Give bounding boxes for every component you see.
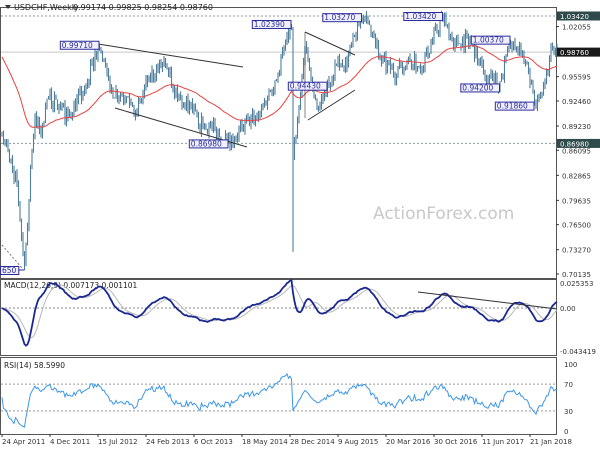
macd-line (1, 279, 558, 347)
macd-tick-label: 0.025353 (560, 280, 593, 288)
ohlc-values: 0.99174 0.99825 0.98254 0.98760 (73, 3, 213, 12)
annotation-box (470, 35, 511, 45)
time-tick-label: 15 Jul 2012 (98, 438, 138, 446)
annotation-box (460, 83, 500, 93)
level-price-label: 0.86980 (560, 140, 589, 148)
annotation-box (322, 13, 362, 23)
annotation-box (287, 81, 328, 91)
trendline (304, 31, 356, 56)
annotation-box (251, 19, 292, 29)
price-tick-label: 0.70135 (562, 271, 591, 279)
macd-tick-label: -0.043419 (560, 348, 596, 356)
trendline (97, 43, 244, 68)
time-tick-label: 9 Aug 2015 (338, 438, 378, 446)
current-price-label: 0.98760 (560, 49, 589, 57)
panel-border (0, 357, 557, 435)
annotation-label: 0.86980 (191, 139, 222, 148)
level-price-tag (557, 138, 600, 148)
level-price-label: 1.03420 (560, 13, 589, 21)
panel-border (0, 279, 557, 356)
price-tick-label: 0.76500 (562, 222, 591, 230)
rsi-tick-label: 70 (564, 381, 573, 389)
triangle-down-icon[interactable] (5, 5, 11, 9)
annotation-label: 0.94200 (462, 83, 493, 92)
rsi-line (1, 372, 558, 428)
price-tick-label: 0.89230 (562, 123, 591, 131)
price-tick-label: 0.79635 (562, 197, 591, 205)
macd-title: MACD(12,26,9) 0.007173 0.001101 (4, 281, 138, 290)
trendline (307, 89, 356, 121)
price-tick-label: 1.02055 (562, 24, 591, 32)
time-tick-label: 24 Apr 2011 (2, 438, 45, 446)
macd-trendline (417, 291, 558, 310)
price-tick-label: 0.95595 (562, 74, 591, 82)
price-tick-label: 0.82865 (562, 172, 591, 180)
price-tick-label: 0.73270 (562, 247, 591, 255)
price-axis: 1.02055 0.95595 0.92460 0.89230 0.86095 0.828… (556, 11, 600, 279)
annotation-box (0, 266, 20, 276)
chart-frame (0, 7, 557, 435)
price-annotations: 650 0.99710 0.86980 1.02390 0.94430 1.03270 1.… (0, 12, 535, 276)
time-tick-label: 30 Oct 2016 (434, 438, 478, 446)
level-price-tag (557, 11, 600, 21)
panel-border (0, 7, 557, 279)
rsi-tick-label: 30 (564, 408, 573, 416)
annotation-label: 650 (2, 266, 17, 275)
annotation-label: 1.00370 (473, 36, 504, 45)
annotation-label: 1.03420 (405, 12, 436, 21)
macd-tick-label: 0.00 (560, 305, 576, 313)
time-axis: 24 Apr 2011 4 Dec 2011 15 Jul 2012 24 Feb 2… (1, 434, 572, 446)
annotation-label: 0.91860 (497, 102, 528, 111)
chart-header: USDCHF,Weekly 0.99174 0.99825 0.98254 0.… (5, 3, 213, 12)
trendline (1, 244, 23, 269)
time-tick-label: 18 May 2014 (242, 438, 288, 446)
rsi-tick-label: 100 (564, 361, 577, 369)
trendlines (1, 31, 356, 269)
macd-panel: MACD(12,26,9) 0.007173 0.001101 0.025353… (1, 279, 596, 356)
time-tick-label: 11 Jun 2017 (482, 438, 524, 446)
time-tick-label: 21 Jan 2018 (530, 438, 572, 446)
symbol-label: USDCHF,Weekly (14, 3, 79, 12)
annotation-label: 1.03270 (324, 13, 355, 22)
annotation-box (188, 139, 229, 149)
rsi-panel: RSI(14) 58.5990 100 70 30 0 (1, 361, 577, 436)
time-tick-label: 24 Feb 2013 (146, 438, 190, 446)
price-tick-label: 0.92460 (562, 98, 591, 106)
time-tick-label: 28 Dec 2014 (290, 438, 335, 446)
rsi-title: RSI(14) 58.5990 (4, 361, 65, 370)
price-bars (1, 10, 558, 271)
moving-average-line (1, 45, 558, 128)
time-tick-label: 20 Mar 2016 (386, 438, 431, 446)
time-tick-label: 4 Dec 2011 (50, 438, 90, 446)
annotation-label: 0.99710 (62, 41, 93, 50)
annotation-box (59, 40, 100, 50)
annotation-box (403, 12, 443, 21)
macd-signal-line (1, 284, 558, 339)
price-tick-label: 0.86095 (562, 147, 591, 155)
current-price-tag (557, 47, 600, 57)
annotation-label: 1.02390 (254, 20, 285, 29)
rsi-tick-label: 0 (564, 428, 568, 436)
annotation-box (494, 101, 535, 111)
time-tick-label: 6 Oct 2013 (194, 438, 233, 446)
annotation-label: 0.94430 (290, 82, 321, 91)
watermark: ActionForex.com (373, 204, 514, 224)
